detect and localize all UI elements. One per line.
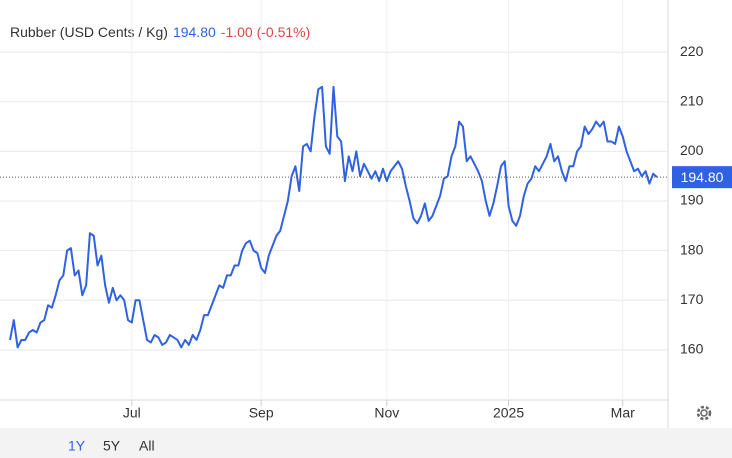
y-tick-label: 200	[680, 142, 704, 158]
x-tick-label: 2025	[493, 405, 524, 421]
y-tick-label: 220	[680, 43, 704, 59]
y-tick-label: 210	[680, 92, 704, 108]
range-button[interactable]: 1Y	[68, 438, 86, 454]
y-tick-label: 160	[680, 341, 704, 357]
price-line	[9, 85, 658, 349]
settings-icon[interactable]	[696, 405, 712, 421]
last-value-label: 194.80	[681, 169, 724, 185]
range-button[interactable]: All	[139, 438, 155, 454]
last-value-box	[672, 166, 732, 189]
y-tick-label: 190	[680, 192, 704, 208]
price: 194.80	[173, 24, 216, 40]
x-tick-label: Sep	[249, 405, 274, 421]
range-bar	[0, 428, 732, 458]
change: -1.00 (-0.51%)	[221, 24, 310, 40]
x-tick-label: Jul	[123, 405, 141, 421]
title: Rubber (USD Cents / Kg)	[10, 24, 168, 40]
chart-title: Rubber (USD Cents / Kg) 194.80 -1.00 (-0.5…	[10, 24, 310, 40]
x-tick-label: Mar	[611, 405, 635, 421]
x-tick-label: Nov	[374, 405, 399, 421]
y-tick-label: 170	[680, 291, 704, 307]
y-tick-label: 180	[680, 241, 704, 257]
range-button[interactable]: 5Y	[103, 438, 121, 454]
